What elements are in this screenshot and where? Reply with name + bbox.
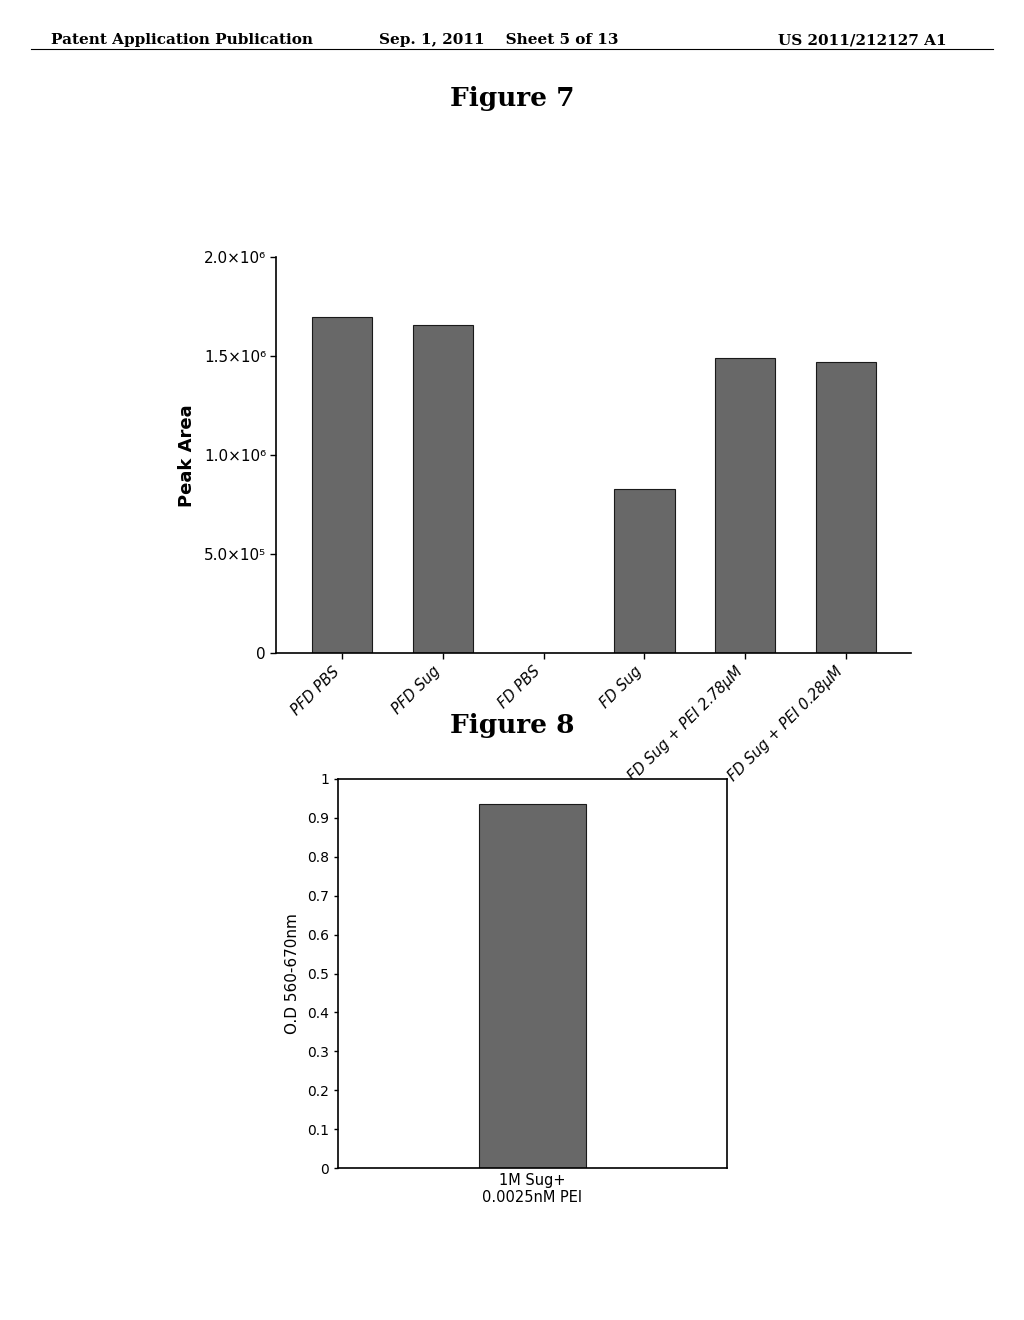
Text: Figure 7: Figure 7: [450, 86, 574, 111]
Text: US 2011/212127 A1: US 2011/212127 A1: [778, 33, 947, 48]
Bar: [816, 363, 877, 653]
Bar: [614, 490, 675, 653]
Bar: [479, 804, 586, 1168]
Y-axis label: O.D 560-670nm: O.D 560-670nm: [285, 913, 300, 1034]
Y-axis label: Peak Area: Peak Area: [177, 404, 196, 507]
Bar: [311, 317, 372, 653]
Text: Patent Application Publication: Patent Application Publication: [51, 33, 313, 48]
Bar: [715, 359, 775, 653]
Text: Figure 8: Figure 8: [450, 713, 574, 738]
Text: Sep. 1, 2011    Sheet 5 of 13: Sep. 1, 2011 Sheet 5 of 13: [379, 33, 618, 48]
Bar: [413, 325, 473, 653]
